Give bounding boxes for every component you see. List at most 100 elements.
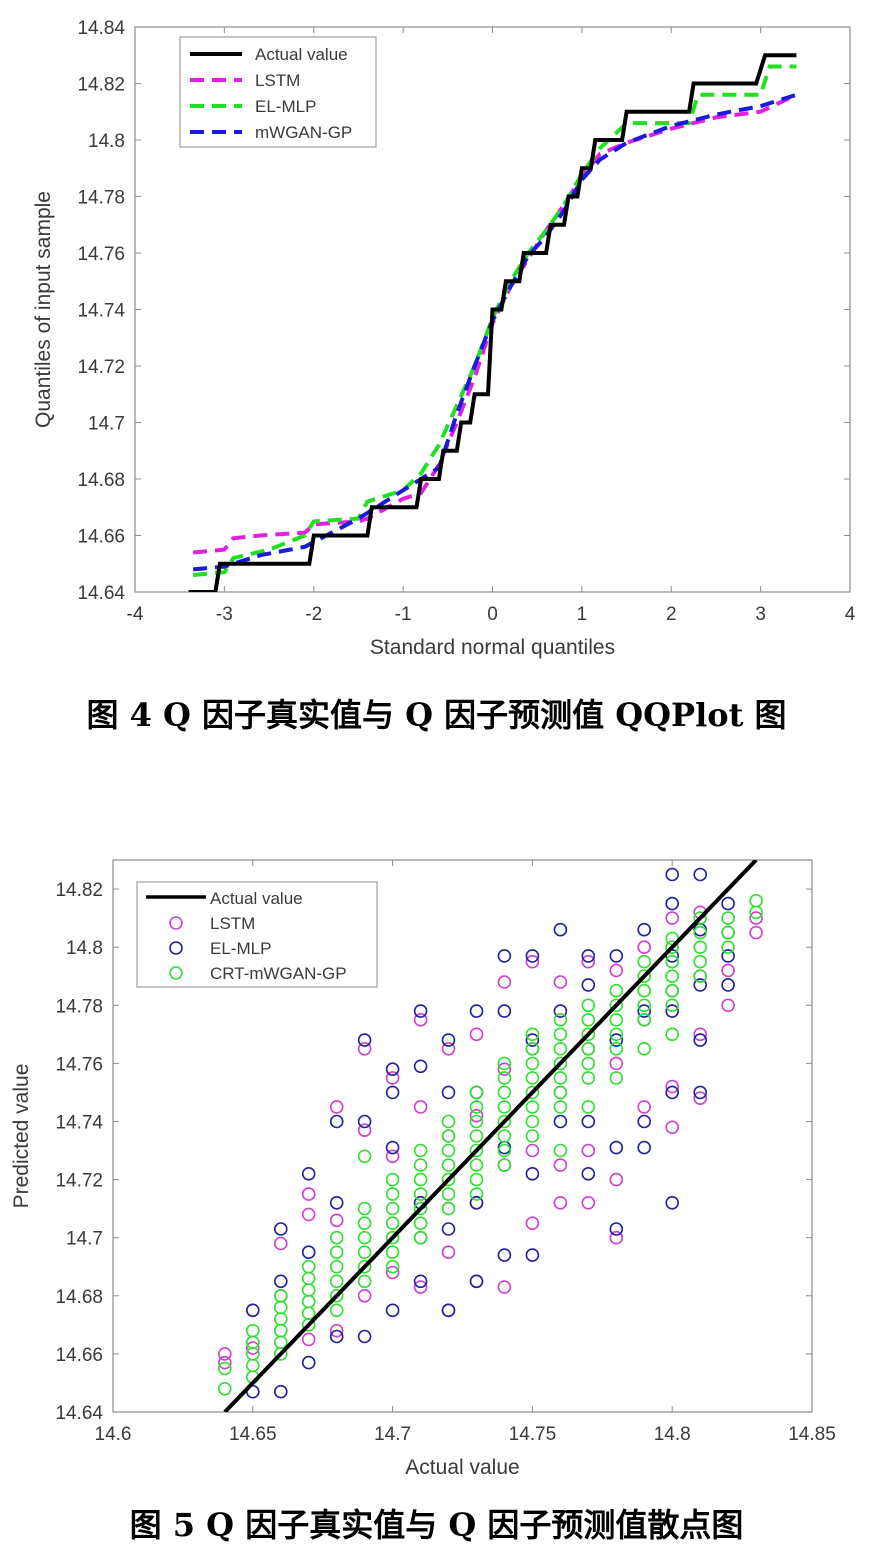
data-point bbox=[609, 963, 624, 978]
data-point bbox=[329, 1323, 344, 1338]
legend: Actual value LSTM EL-MLP mWGAN-GP bbox=[179, 36, 377, 148]
data-point bbox=[581, 1100, 596, 1114]
data-point bbox=[721, 925, 735, 940]
data-point bbox=[525, 1129, 540, 1143]
data-point bbox=[413, 1004, 428, 1018]
data-point bbox=[581, 1042, 596, 1056]
data-point bbox=[665, 1027, 680, 1042]
x-tick-label: -4 bbox=[127, 604, 144, 625]
y-tick-label: 14.66 bbox=[77, 527, 125, 548]
x-axis-label: Actual value bbox=[405, 1456, 519, 1479]
data-point bbox=[329, 1100, 344, 1114]
data-point bbox=[553, 1013, 568, 1027]
data-point bbox=[497, 949, 512, 963]
data-point bbox=[441, 1245, 456, 1260]
data-point bbox=[581, 954, 596, 969]
data-point bbox=[441, 1201, 456, 1216]
series-line-actual-value bbox=[188, 53, 797, 592]
data-point bbox=[581, 949, 596, 963]
data-point bbox=[357, 1245, 372, 1260]
data-point bbox=[469, 1143, 484, 1158]
data-point bbox=[413, 1216, 428, 1231]
x-tick-label: 0 bbox=[487, 604, 498, 625]
data-point bbox=[329, 1195, 344, 1210]
data-point bbox=[693, 925, 708, 940]
data-point bbox=[329, 1114, 344, 1129]
data-point bbox=[385, 1201, 400, 1216]
data-point bbox=[246, 1341, 260, 1355]
series-line-lstm bbox=[192, 92, 798, 555]
data-point bbox=[301, 1259, 316, 1274]
data-point bbox=[553, 1114, 568, 1129]
data-point bbox=[469, 1274, 484, 1289]
legend: Actual value LSTM EL-MLP CRT-mWGAN-GP bbox=[136, 881, 378, 988]
data-point bbox=[609, 998, 624, 1013]
x-tick-label: 14.7 bbox=[374, 1424, 411, 1445]
x-tick-label: 1 bbox=[577, 604, 588, 625]
data-point bbox=[637, 1100, 652, 1114]
data-point bbox=[497, 1248, 512, 1262]
data-point bbox=[469, 1004, 484, 1018]
data-point bbox=[413, 1280, 428, 1294]
y-tick-label: 14.66 bbox=[55, 1345, 103, 1366]
data-point bbox=[637, 969, 652, 983]
data-point bbox=[665, 940, 680, 954]
data-point bbox=[553, 1004, 568, 1018]
data-point bbox=[525, 1100, 540, 1114]
data-point bbox=[218, 1381, 232, 1396]
data-point bbox=[357, 1274, 372, 1289]
legend-label: EL-MLP bbox=[255, 97, 316, 116]
data-point bbox=[721, 963, 735, 978]
data-point bbox=[413, 1230, 428, 1245]
x-tick-label: 14.75 bbox=[509, 1424, 557, 1445]
x-tick-label: 14.8 bbox=[654, 1424, 691, 1445]
data-point bbox=[385, 1259, 400, 1274]
series-crt-mwgan-gp bbox=[218, 893, 763, 1396]
data-point bbox=[385, 1149, 400, 1164]
y-axis-label: Predicted value bbox=[10, 1064, 33, 1209]
y-tick-label: 14.76 bbox=[55, 1054, 103, 1075]
data-point bbox=[637, 1140, 652, 1155]
data-point bbox=[637, 922, 652, 937]
data-point bbox=[441, 1042, 456, 1056]
data-point bbox=[385, 1062, 400, 1076]
y-tick-label: 14.82 bbox=[77, 75, 125, 96]
data-point bbox=[441, 1143, 456, 1158]
data-point bbox=[749, 925, 763, 940]
data-point bbox=[609, 1222, 624, 1236]
figure-5-caption: 图 5 Q 因子真实值与 Q 因子预测值散点图 bbox=[129, 1506, 744, 1544]
qq-plot-chart: -4 -3 -2 -1 0 1 2 3 4 14.64 14.66 14.68 14.7 14.72 14.… bbox=[32, 18, 856, 659]
y-tick-label: 14.7 bbox=[88, 414, 125, 435]
data-point bbox=[665, 1004, 680, 1018]
data-point bbox=[413, 1013, 428, 1027]
data-point bbox=[497, 1004, 512, 1018]
data-point bbox=[357, 1042, 372, 1056]
data-point bbox=[609, 1172, 624, 1187]
data-point bbox=[609, 1042, 624, 1056]
data-point bbox=[413, 1100, 428, 1114]
y-tick-label: 14.84 bbox=[77, 18, 125, 39]
data-point bbox=[385, 1245, 400, 1260]
x-tick-label: -1 bbox=[395, 604, 412, 625]
data-point bbox=[469, 1114, 484, 1129]
data-point bbox=[637, 998, 652, 1013]
data-point bbox=[525, 1248, 540, 1262]
data-point bbox=[497, 1158, 512, 1172]
data-point bbox=[609, 949, 624, 963]
y-tick-label: 14.82 bbox=[55, 880, 103, 901]
data-point bbox=[609, 1140, 624, 1155]
data-point bbox=[665, 911, 680, 925]
data-point bbox=[525, 949, 540, 963]
data-point bbox=[637, 940, 652, 954]
data-point bbox=[665, 954, 680, 969]
data-point bbox=[721, 940, 735, 954]
data-point bbox=[553, 1195, 568, 1210]
data-point bbox=[329, 1329, 344, 1344]
data-point bbox=[637, 1013, 652, 1027]
data-point bbox=[497, 975, 512, 989]
data-point bbox=[609, 1033, 624, 1047]
data-point bbox=[693, 1085, 708, 1100]
data-point bbox=[581, 978, 596, 992]
data-point bbox=[441, 1114, 456, 1129]
data-point bbox=[469, 1172, 484, 1187]
